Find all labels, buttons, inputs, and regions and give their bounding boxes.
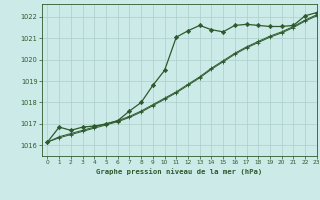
X-axis label: Graphe pression niveau de la mer (hPa): Graphe pression niveau de la mer (hPa) [96, 168, 262, 175]
